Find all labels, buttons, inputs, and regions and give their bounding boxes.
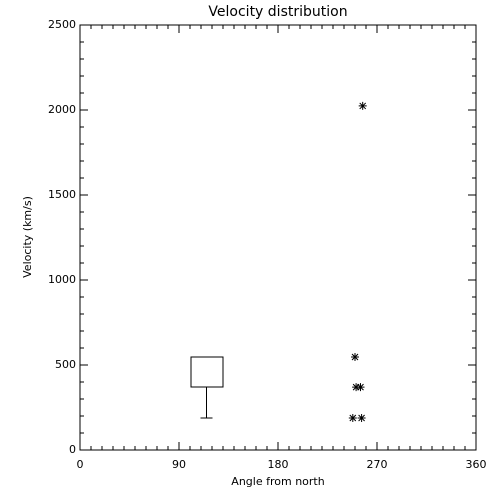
- box: [190, 356, 224, 388]
- chart-title: Velocity distribution: [208, 4, 347, 20]
- y-axis-label: Velocity (km/s): [21, 196, 34, 278]
- x-axis-label: Angle from north: [231, 475, 324, 488]
- y-tick-label: 2000: [48, 103, 76, 116]
- point: [356, 383, 365, 392]
- x-tick-label: 360: [466, 458, 487, 471]
- x-tick-label: 90: [172, 458, 186, 471]
- y-tick-label: 1000: [48, 273, 76, 286]
- point: [357, 414, 366, 423]
- x-tick-label: 0: [77, 458, 84, 471]
- point: [358, 101, 367, 110]
- point: [351, 353, 359, 362]
- y-tick-label: 0: [69, 443, 76, 456]
- point: [348, 414, 357, 423]
- y-tick-label: 500: [55, 358, 76, 371]
- point: [352, 383, 361, 392]
- y-tick-label: 2500: [48, 18, 76, 31]
- plot-frame: [79, 24, 477, 451]
- x-tick-label: 180: [268, 458, 289, 471]
- y-tick-label: 1500: [48, 188, 76, 201]
- x-tick-label: 270: [367, 458, 388, 471]
